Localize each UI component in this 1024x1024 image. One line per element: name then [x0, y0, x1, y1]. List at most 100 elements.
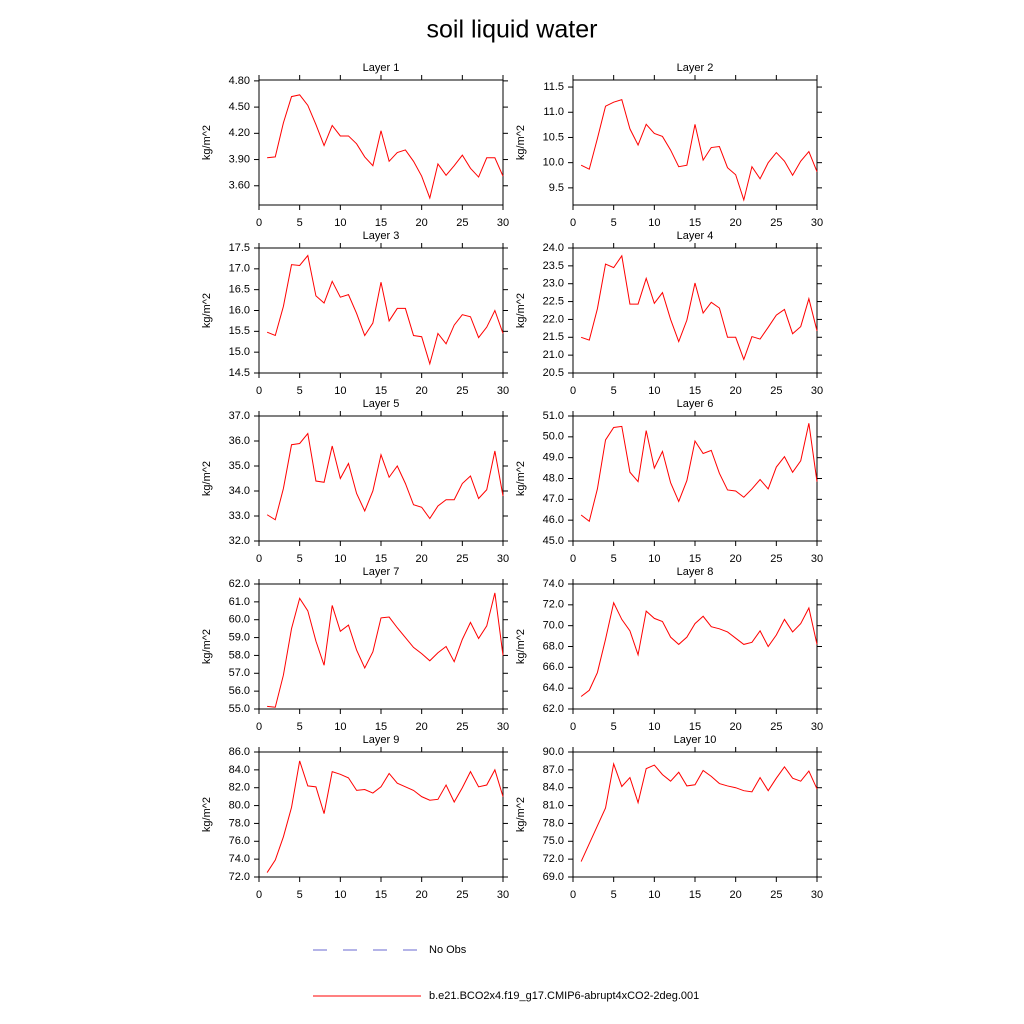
- x-tick-label: 5: [611, 217, 617, 229]
- x-tick-label: 5: [297, 385, 303, 397]
- x-tick-label: 30: [811, 385, 823, 397]
- x-tick-label: 25: [456, 385, 468, 397]
- y-tick-label: 49.0: [543, 452, 564, 464]
- y-tick-label: 24.0: [543, 242, 564, 254]
- y-tick-label: 78.0: [543, 817, 564, 829]
- y-tick-label: 21.0: [543, 349, 564, 361]
- panel-title: Layer 3: [363, 230, 400, 242]
- y-tick-label: 20.5: [543, 367, 564, 379]
- y-tick-label: 46.0: [543, 514, 564, 526]
- y-axis-label: kg/m^2: [515, 461, 527, 496]
- y-tick-label: 37.0: [229, 410, 250, 422]
- y-tick-label: 17.5: [229, 242, 250, 254]
- x-tick-label: 25: [770, 385, 782, 397]
- x-tick-label: 5: [297, 721, 303, 733]
- plot-frame: [572, 751, 818, 878]
- x-tick-label: 25: [456, 889, 468, 901]
- x-tick-label: 20: [730, 385, 742, 397]
- x-tick-label: 30: [811, 217, 823, 229]
- panel-title: Layer 4: [677, 230, 714, 242]
- y-tick-label: 34.0: [229, 485, 250, 497]
- y-tick-label: 22.0: [543, 313, 564, 325]
- x-tick-label: 30: [811, 721, 823, 733]
- y-tick-label: 23.0: [543, 278, 564, 290]
- y-tick-label: 11.5: [543, 81, 564, 93]
- x-tick-label: 25: [770, 721, 782, 733]
- panel: Layer 6 kg/m^2 45.0 46.0 47.0 48.0 49.0 50.0 51.…: [515, 398, 823, 565]
- y-tick-label: 86.0: [229, 746, 250, 758]
- panel-title: Layer 5: [363, 398, 400, 410]
- y-tick-label: 9.5: [549, 182, 564, 194]
- y-tick-label: 4.50: [229, 101, 250, 113]
- x-tick-label: 0: [256, 385, 262, 397]
- x-tick-label: 30: [497, 721, 509, 733]
- y-tick-label: 72.0: [543, 599, 564, 611]
- y-tick-label: 36.0: [229, 435, 250, 447]
- x-tick-label: 15: [375, 553, 387, 565]
- y-axis-label: kg/m^2: [201, 293, 213, 328]
- plot-frame: [258, 79, 504, 206]
- y-tick-label: 32.0: [229, 535, 250, 547]
- x-tick-label: 25: [456, 721, 468, 733]
- panel-title: Layer 1: [363, 62, 400, 74]
- x-tick-label: 0: [256, 889, 262, 901]
- y-tick-label: 21.5: [543, 331, 564, 343]
- y-axis-label: kg/m^2: [515, 125, 527, 160]
- y-tick-label: 48.0: [543, 472, 564, 484]
- data-line: [580, 99, 818, 202]
- y-axis-label: kg/m^2: [515, 293, 527, 328]
- plot-frame: [258, 583, 504, 710]
- x-tick-label: 30: [811, 889, 823, 901]
- y-tick-label: 82.0: [229, 782, 250, 794]
- x-tick-label: 5: [611, 721, 617, 733]
- x-tick-label: 10: [334, 217, 346, 229]
- x-tick-label: 10: [648, 721, 660, 733]
- data-line: [580, 601, 818, 697]
- x-tick-label: 25: [456, 553, 468, 565]
- x-tick-label: 15: [375, 385, 387, 397]
- y-tick-label: 23.5: [543, 260, 564, 272]
- data-line: [266, 432, 504, 521]
- y-tick-label: 64.0: [543, 682, 564, 694]
- x-tick-label: 5: [611, 553, 617, 565]
- y-axis-label: kg/m^2: [201, 125, 213, 160]
- panel-title: Layer 8: [677, 566, 714, 578]
- y-tick-label: 75.0: [543, 835, 564, 847]
- x-tick-label: 15: [375, 889, 387, 901]
- y-tick-label: 47.0: [543, 493, 564, 505]
- data-line: [267, 94, 504, 200]
- y-tick-label: 81.0: [543, 799, 564, 811]
- x-tick-label: 0: [570, 889, 576, 901]
- y-tick-label: 62.0: [543, 703, 564, 715]
- x-tick-label: 20: [416, 385, 428, 397]
- y-tick-label: 57.0: [229, 667, 250, 679]
- y-tick-label: 58.0: [229, 649, 250, 661]
- x-tick-label: 0: [570, 217, 576, 229]
- panel-title: Layer 10: [674, 734, 717, 746]
- y-tick-label: 3.90: [229, 153, 250, 165]
- y-tick-label: 35.0: [229, 460, 250, 472]
- panel: Layer 5 kg/m^2 32.0 33.0 34.0 35.0 36.0 37.0 0 5 1…: [201, 398, 509, 565]
- x-tick-label: 10: [648, 553, 660, 565]
- y-tick-label: 22.5: [543, 295, 564, 307]
- plot-frame: [258, 247, 504, 374]
- panel: Layer 10 kg/m^2 69.0 72.0 75.0 78.0 81.0 84.0 87…: [515, 734, 823, 901]
- y-tick-label: 72.0: [229, 871, 250, 883]
- panel: Layer 8 kg/m^2 62.0 64.0 66.0 68.0 70.0 72.0 74.…: [515, 566, 823, 733]
- y-tick-label: 16.0: [229, 304, 250, 316]
- x-tick-label: 10: [334, 385, 346, 397]
- data-line: [580, 761, 818, 862]
- x-tick-label: 15: [375, 217, 387, 229]
- y-axis-label: kg/m^2: [515, 629, 527, 664]
- x-tick-label: 5: [297, 889, 303, 901]
- x-tick-label: 30: [497, 385, 509, 397]
- x-tick-label: 30: [497, 553, 509, 565]
- panel-title: Layer 7: [363, 566, 400, 578]
- x-tick-label: 25: [770, 553, 782, 565]
- y-tick-label: 50.0: [543, 431, 564, 443]
- legend-label: No Obs: [429, 944, 467, 956]
- x-tick-label: 20: [416, 721, 428, 733]
- y-tick-label: 16.5: [229, 284, 250, 296]
